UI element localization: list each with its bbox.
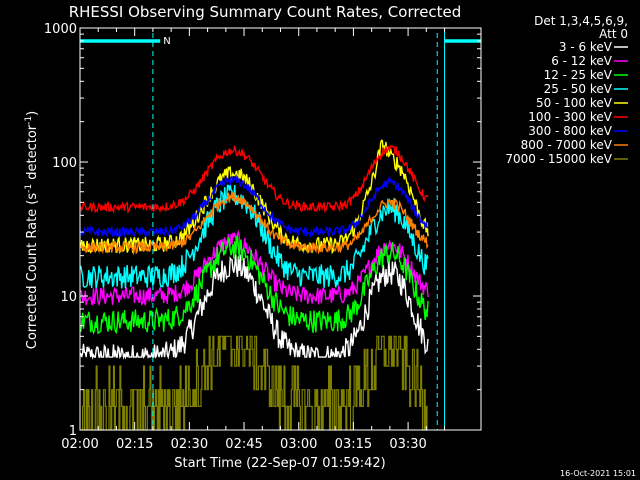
- y-tick-label-3: 1000: [44, 22, 77, 37]
- x-tick-label-4: 03:00: [280, 437, 317, 452]
- chart-title: RHESSI Observing Summary Count Rates, Co…: [69, 3, 462, 21]
- y-tick-label-2: 100: [52, 156, 77, 171]
- series-line-7: [80, 191, 429, 256]
- legend-label-8: 7000 - 15000 keV: [505, 152, 612, 166]
- legend-label-2: 12 - 25 keV: [544, 68, 613, 82]
- legend-label-6: 300 - 800 keV: [528, 124, 612, 138]
- legend-header-line2: Att 0: [599, 27, 628, 41]
- axes-layer: 02:00 02:15 02:30 02:45 03:00 03:15 03:30 1 10 10…: [44, 22, 482, 452]
- x-tick-label-1: 02:15: [116, 437, 153, 452]
- x-tick-label-3: 02:45: [225, 437, 262, 452]
- y-axis-label-main: Corrected Count Rate (s: [25, 193, 40, 350]
- annotation-0: N: [163, 36, 170, 47]
- y-axis-label-end: ): [25, 111, 40, 116]
- y-axis-label-mid: detector: [25, 124, 40, 184]
- x-tick-label-2: 02:30: [171, 437, 208, 452]
- series-line-6: [80, 174, 429, 239]
- legend-label-0: 3 - 6 keV: [559, 40, 613, 54]
- y-axis-label: Corrected Count Rate (s-1 detector-1): [24, 111, 40, 349]
- series-line-2: [80, 235, 429, 335]
- legend-label-7: 800 - 7000 keV: [521, 138, 613, 152]
- legend-label-3: 25 - 50 keV: [544, 82, 613, 96]
- x-tick-label-5: 03:15: [335, 437, 372, 452]
- footer-timestamp: 16-Oct-2021 15:01: [560, 469, 636, 478]
- y-tick-label-0: 1: [69, 424, 77, 439]
- y-axis-label-sup1: -1: [24, 184, 34, 193]
- series-line-0: [80, 253, 429, 360]
- x-tick-label-0: 02:00: [61, 437, 98, 452]
- series-line-8: [80, 335, 428, 431]
- legend-label-1: 6 - 12 keV: [551, 54, 613, 68]
- series-line-5: [80, 145, 429, 215]
- x-tick-label-6: 03:30: [389, 437, 426, 452]
- series-line-3: [80, 184, 429, 289]
- x-axis-label: Start Time (22-Sep-07 01:59:42): [174, 456, 385, 471]
- legend-header-line1: Det 1,3,4,5,6,9,: [534, 14, 628, 28]
- series-layer: [80, 139, 429, 431]
- legend-label-4: 50 - 100 keV: [536, 96, 613, 110]
- y-tick-label-1: 10: [60, 290, 77, 305]
- y-axis-label-sup2: -1: [24, 116, 34, 125]
- legend-label-5: 100 - 300 keV: [528, 110, 612, 124]
